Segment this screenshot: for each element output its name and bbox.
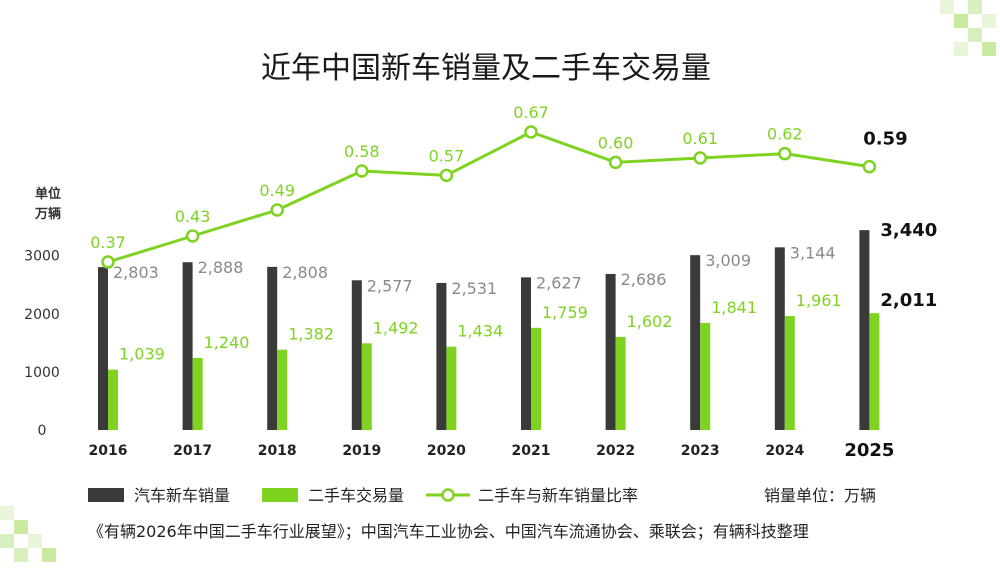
corner-decoration-bottom-left [0,506,56,562]
bar-used-car-label: 1,841 [711,298,757,317]
bar-new-car [521,277,531,430]
legend-label-ratio: 二手车与新车销量比率 [478,486,638,505]
x-tick-label: 2017 [173,443,212,459]
x-tick-label: 2020 [427,443,466,459]
bar-new-car [98,267,108,430]
bar-new-car-label: 2,888 [198,258,244,277]
legend: 汽车新车销量 二手车交易量 二手车与新车销量比率 销量单位：万辆 [88,486,876,505]
new-car-bars: 2,803 2,888 2,808 2,577 2,531 2,627 2,686 3,009… [98,220,937,430]
x-tick-label: 2025 [844,440,894,461]
ratio-line-series: 0.37 0.43 0.49 0.58 0.57 0.67 0.60 0.61 0.62 0.59 [90,103,908,269]
bar-used-car-label: 1,602 [627,312,673,331]
bar-used-car [531,327,541,430]
bar-new-car-label: 3,009 [705,251,751,270]
ratio-point [693,151,707,165]
bar-new-car [859,230,870,430]
ratio-point-label: 0.37 [90,233,126,252]
ratio-point [778,146,792,161]
legend-unit-note: 销量单位：万辆 [764,486,876,505]
chart-title: 近年中国新车销量及二手车交易量 [261,51,711,86]
ratio-point-label: 0.62 [767,125,803,144]
y-tick-label: 3000 [24,249,60,265]
bar-new-car-label: 2,531 [451,279,497,298]
ratio-point-label: 0.67 [513,103,549,122]
ratio-point [608,155,623,170]
bar-used-car [361,343,372,430]
legend-label-used-car: 二手车交易量 [308,486,404,505]
y-axis-unit-line-2: 万辆 [34,206,61,222]
bar-new-car-label: 2,808 [282,263,328,282]
ratio-point-label: 0.49 [259,181,295,200]
x-tick-label: 2019 [342,443,381,459]
ratio-point [862,159,877,174]
ratio-point [270,203,284,217]
legend-swatch-ratio-marker [441,488,455,502]
bar-new-car-label: 3,440 [880,220,937,241]
bar-used-car [108,369,118,430]
x-tick-label: 2018 [258,443,297,459]
x-tick-label: 2023 [681,443,720,459]
source-note: 《有辆2026年中国二手车行业展望》；中国汽车工业协会、中国汽车流通协会、乘联会… [88,522,809,541]
y-axis-ticks: 0 1000 2000 3000 [24,249,60,439]
corner-decoration-top-right [940,0,996,56]
bar-new-car-label: 2,686 [621,270,667,289]
used-car-bars: 1,039 1,240 1,382 1,492 1,434 1,759 1,602 1,841… [108,290,937,430]
ratio-point-label: 0.59 [863,129,907,150]
x-tick-label: 2022 [596,443,635,459]
ratio-point-label: 0.58 [344,142,380,161]
ratio-line [107,130,870,264]
bar-used-car-label: 1,240 [204,333,250,352]
bar-used-car [192,357,203,430]
ratio-point [185,229,200,243]
bar-used-car [700,323,711,430]
legend-label-new-car: 汽车新车销量 [134,486,230,505]
x-axis-ticks: 2016 2017 2018 2019 2020 2021 2022 2023 2024 2025 [89,440,895,461]
bar-used-car [869,313,880,430]
x-tick-label: 2016 [89,443,128,459]
ratio-point [439,168,454,183]
ratio-point-label: 0.60 [598,133,634,152]
bar-used-car-label: 1,492 [373,318,419,337]
x-tick-label: 2021 [512,443,551,459]
bar-used-car-label: 1,759 [542,303,588,322]
bar-new-car [267,266,278,430]
bar-new-car [774,247,785,430]
ratio-point [355,164,369,178]
y-tick-label: 1000 [24,365,60,381]
legend-swatch-used-car [262,488,298,502]
bar-used-car [446,346,457,430]
bar-used-car-label: 1,039 [119,345,165,364]
bar-new-car [182,262,193,430]
bar-new-car-label: 3,144 [790,243,836,262]
legend-swatch-new-car [88,488,124,502]
bar-new-car-label: 2,627 [536,273,582,292]
bar-used-car-label: 2,011 [880,290,937,311]
bar-new-car [690,255,701,430]
x-tick-label: 2024 [765,443,804,459]
ratio-point [101,255,115,269]
bar-new-car [351,280,362,430]
bar-used-car [784,316,795,430]
y-tick-label: 0 [38,423,47,439]
bar-used-car-label: 1,961 [796,291,842,310]
y-axis-unit-line-1: 单位 [35,186,61,202]
bar-used-car-label: 1,434 [457,322,503,341]
bar-used-car [277,349,288,430]
bar-new-car-label: 2,577 [367,276,413,295]
ratio-point-label: 0.57 [429,146,465,165]
bar-new-car-label: 2,803 [113,263,159,282]
bar-used-car [615,336,626,430]
ratio-point-label: 0.61 [682,129,718,148]
y-tick-label: 2000 [24,307,60,323]
bar-new-car [436,282,447,430]
bar-new-car [605,273,616,430]
ratio-point [524,125,538,139]
ratio-point-label: 0.43 [175,207,211,226]
bar-used-car-label: 1,382 [288,325,334,344]
